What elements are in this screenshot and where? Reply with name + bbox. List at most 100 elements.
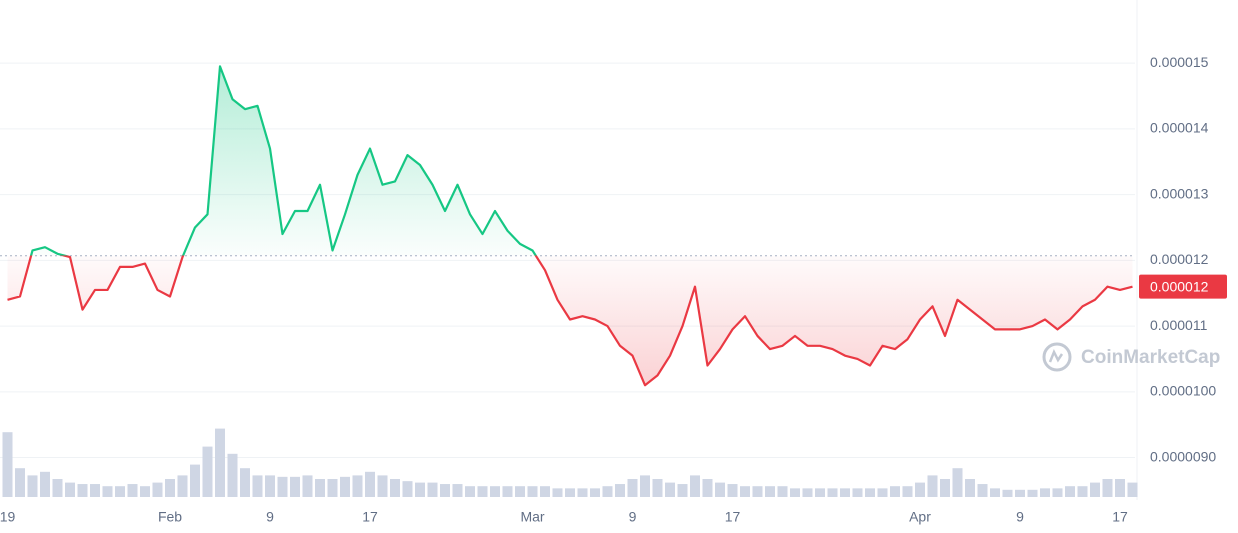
area-fill — [7, 66, 1133, 386]
volume-bar — [715, 482, 725, 497]
volume-bar — [90, 484, 100, 497]
volume-bar — [165, 479, 175, 497]
volume-bar — [802, 488, 813, 497]
volume-bar — [140, 486, 150, 497]
volume-bar — [752, 486, 763, 497]
y-tick-label: 0.000014 — [1150, 120, 1209, 136]
volume-bar — [452, 484, 463, 497]
volume-bar — [727, 484, 738, 497]
volume-bar — [552, 488, 563, 497]
y-tick-label: 0.000015 — [1150, 54, 1209, 70]
y-tick-label: 0.0000100 — [1150, 383, 1216, 399]
volume-bar — [427, 482, 438, 497]
volume-bar — [227, 453, 238, 497]
volume-bar — [615, 484, 625, 497]
volume-bar — [665, 482, 675, 497]
volume-bar — [377, 475, 388, 497]
volume-bar — [202, 446, 213, 497]
last-price-badge — [1139, 274, 1227, 299]
volume-bar — [765, 486, 775, 497]
volume-bar — [1002, 489, 1013, 497]
volume-bar — [340, 476, 350, 497]
x-tick-label: 9 — [266, 509, 274, 525]
volume-bar — [502, 486, 513, 497]
volume-bar — [215, 428, 225, 497]
volume-bar — [1127, 482, 1138, 497]
volume-bar — [902, 486, 913, 497]
volume-bar — [465, 486, 475, 497]
volume-bar — [927, 475, 938, 497]
x-tick-label: 17 — [725, 509, 741, 525]
volume-bar — [940, 479, 950, 497]
volume-bar — [127, 484, 138, 497]
volume-bar — [77, 484, 88, 497]
volume-bar — [240, 468, 250, 497]
x-tick-label: Feb — [158, 509, 182, 525]
volume-bar — [52, 479, 63, 497]
x-tick-label: 9 — [1016, 509, 1024, 525]
volume-bar — [602, 486, 613, 497]
watermark-logo — [1042, 342, 1072, 372]
volume-bar — [115, 486, 125, 497]
x-tick-label: 9 — [629, 509, 637, 525]
volume-bar — [990, 488, 1000, 497]
volume-bar — [152, 482, 163, 497]
volume-bar — [390, 479, 400, 497]
volume-bar — [415, 482, 425, 497]
volume-bar — [265, 475, 275, 497]
volume-bar — [440, 484, 450, 497]
volume-bar — [865, 488, 875, 497]
volume-bar — [777, 486, 788, 497]
last-price-label: 0.000012 — [1150, 278, 1209, 294]
volume-bar — [490, 486, 500, 497]
volume-bar — [402, 481, 413, 497]
volume-bar — [952, 468, 963, 497]
volume-bar — [540, 486, 550, 497]
volume-bar — [290, 476, 300, 497]
volume-bar — [815, 488, 825, 497]
x-tick-label: Mar — [520, 509, 544, 525]
volume-bar — [1052, 488, 1063, 497]
volume-bar — [315, 479, 325, 497]
volume-bar — [852, 488, 863, 497]
volume-bar — [790, 488, 800, 497]
volume-bar — [1077, 486, 1088, 497]
volume-bar — [565, 488, 575, 497]
x-tick-label: 17 — [362, 509, 378, 525]
volume-bar — [65, 482, 75, 497]
volume-bar — [577, 488, 588, 497]
volume-bar — [965, 479, 975, 497]
watermark: CoinMarketCap — [1081, 347, 1220, 368]
volume-bar — [352, 475, 363, 497]
volume-bar — [477, 486, 488, 497]
x-tick-label: 19 — [0, 509, 15, 525]
volume-bar — [302, 475, 313, 497]
volume-bar — [877, 488, 888, 497]
volume-bar — [627, 479, 638, 497]
volume-bar — [840, 488, 850, 497]
volume-bar — [27, 475, 38, 497]
price-line — [7, 65, 1133, 387]
volume-bar — [15, 468, 25, 497]
x-tick-label: 17 — [1112, 509, 1128, 525]
volume-bar — [40, 471, 50, 497]
volume-bar — [1102, 479, 1113, 497]
volume-bar — [515, 486, 525, 497]
volume-bar — [640, 475, 650, 497]
y-tick-label: 0.000012 — [1150, 251, 1209, 267]
y-tick-label: 0.000013 — [1150, 185, 1209, 201]
volume-bar — [277, 476, 288, 497]
volume-bar — [890, 486, 900, 497]
volume-bar — [740, 486, 750, 497]
volume-bar — [365, 471, 375, 497]
volume-bar — [327, 479, 338, 497]
volume-bar — [915, 482, 925, 497]
volume-bar — [252, 475, 263, 497]
volume-bar — [1027, 489, 1038, 497]
volume-bar — [702, 479, 713, 497]
volume-bar — [590, 488, 600, 497]
volume-bar — [1040, 488, 1050, 497]
volume-bar — [1115, 479, 1125, 497]
